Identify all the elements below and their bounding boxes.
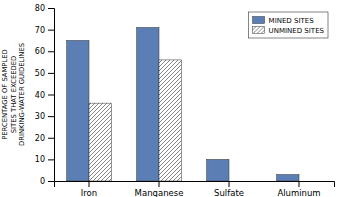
- chart: 0 10 20 30 40 50 60 70 80 Iron Manganese Sulfate Alu…: [0, 0, 340, 197]
- x-axis: Iron Manganese Sulfate Aluminum: [55, 181, 335, 197]
- bar: [137, 27, 159, 181]
- bar: [207, 159, 229, 181]
- y-tick-label: 0: [40, 177, 45, 186]
- x-tick: Aluminum: [277, 181, 320, 197]
- y-tick-label: 40: [35, 91, 45, 100]
- bar: [67, 40, 89, 181]
- x-tick-mark: [89, 181, 90, 187]
- bar: [229, 181, 251, 182]
- x-tick: Manganese: [135, 181, 184, 197]
- y-tick-label: 50: [35, 69, 45, 78]
- x-tick-label: Manganese: [135, 188, 184, 197]
- x-axis-line: [55, 182, 335, 188]
- y-tick: 50: [35, 69, 54, 78]
- y-tick-mark: [48, 73, 54, 74]
- bars: [67, 27, 299, 181]
- y-tick-mark: [48, 8, 54, 9]
- y-tick-mark: [48, 51, 54, 52]
- y-tick: 20: [35, 134, 54, 143]
- y-tick-mark: [48, 159, 54, 160]
- y-tick-label: 30: [35, 112, 45, 121]
- y-tick: 80: [35, 4, 54, 13]
- legend-frame: [249, 12, 328, 38]
- y-tick-mark: [48, 30, 54, 31]
- y-tick: 60: [35, 47, 54, 56]
- legend-label: MINED SITES: [269, 17, 315, 25]
- x-tick-mark: [159, 181, 160, 187]
- y-tick-label: 70: [35, 26, 45, 35]
- y-tick: 0: [40, 177, 54, 186]
- bar: [277, 175, 299, 181]
- y-tick: 30: [35, 112, 54, 121]
- x-tick: Sulfate: [214, 181, 244, 197]
- x-tick-label: Sulfate: [214, 188, 244, 197]
- y-tick-mark: [48, 95, 54, 96]
- y-axis: 0 10 20 30 40 50 60 70 80: [35, 4, 55, 186]
- y-label: PERCENTAGE OF SAMPLEDSITES THAT EXCEEDED…: [1, 43, 26, 146]
- x-tick-label: Iron: [81, 188, 97, 197]
- y-tick-label: 80: [35, 4, 45, 13]
- y-tick-mark: [48, 138, 54, 139]
- x-tick-mark: [229, 181, 230, 187]
- legend-swatch: [253, 17, 265, 24]
- x-tick-label: Aluminum: [277, 188, 320, 197]
- bar: [159, 60, 181, 181]
- legend-swatch: [253, 27, 265, 34]
- legend-item: MINED SITES: [253, 17, 315, 25]
- legend-item: UNMINED SITES: [253, 27, 325, 35]
- bar: [299, 181, 321, 182]
- legend: MINED SITES UNMINED SITES: [249, 12, 328, 38]
- plot: 0 10 20 30 40 50 60 70 80 Iron Manganese Sulfate Alu…: [1, 4, 335, 197]
- y-tick: 70: [35, 26, 54, 35]
- x-tick: Iron: [81, 181, 97, 197]
- y-tick-label: 20: [35, 134, 45, 143]
- y-tick-mark: [48, 116, 54, 117]
- x-tick-mark: [299, 181, 300, 187]
- y-tick-label: 10: [35, 155, 45, 164]
- y-tick: 10: [35, 155, 54, 164]
- y-axis-line: [48, 9, 55, 182]
- bar: [89, 103, 111, 181]
- y-tick-label: 60: [35, 47, 45, 56]
- y-tick: 40: [35, 91, 54, 100]
- y-tick-mark: [48, 181, 54, 182]
- legend-label: UNMINED SITES: [269, 27, 325, 35]
